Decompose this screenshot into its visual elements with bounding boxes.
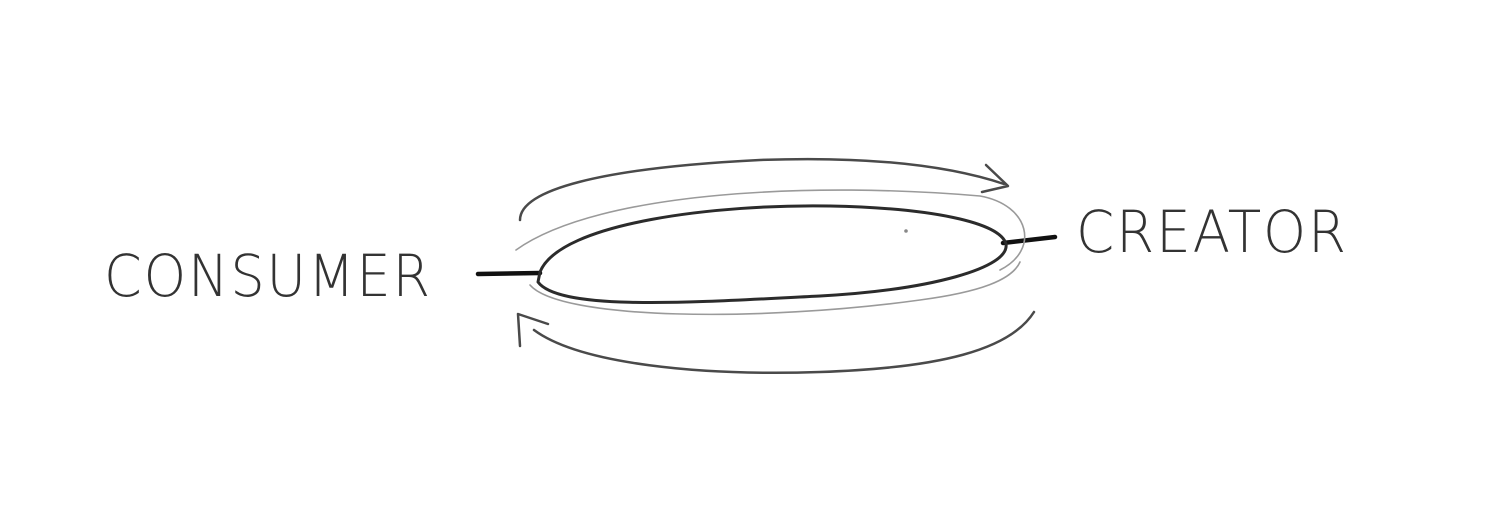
loop-guide-stroke-bottom [529, 261, 1021, 316]
loop-guide-stroke-top [515, 189, 1026, 271]
pencil-mark-dot [904, 229, 908, 233]
consumer-connector-line [475, 270, 543, 277]
creator-label: CREATOR [1076, 198, 1348, 266]
top-flow-arrow-shaft [518, 157, 1006, 222]
bottom-flow-arrow-shaft [532, 310, 1036, 374]
left-arrowhead-icon [516, 312, 550, 348]
cycle-loop-ellipse [536, 204, 1008, 305]
right-arrowhead-icon [980, 163, 1010, 194]
creator-connector-line [1000, 234, 1058, 246]
consumer-label: CONSUMER [104, 242, 432, 310]
